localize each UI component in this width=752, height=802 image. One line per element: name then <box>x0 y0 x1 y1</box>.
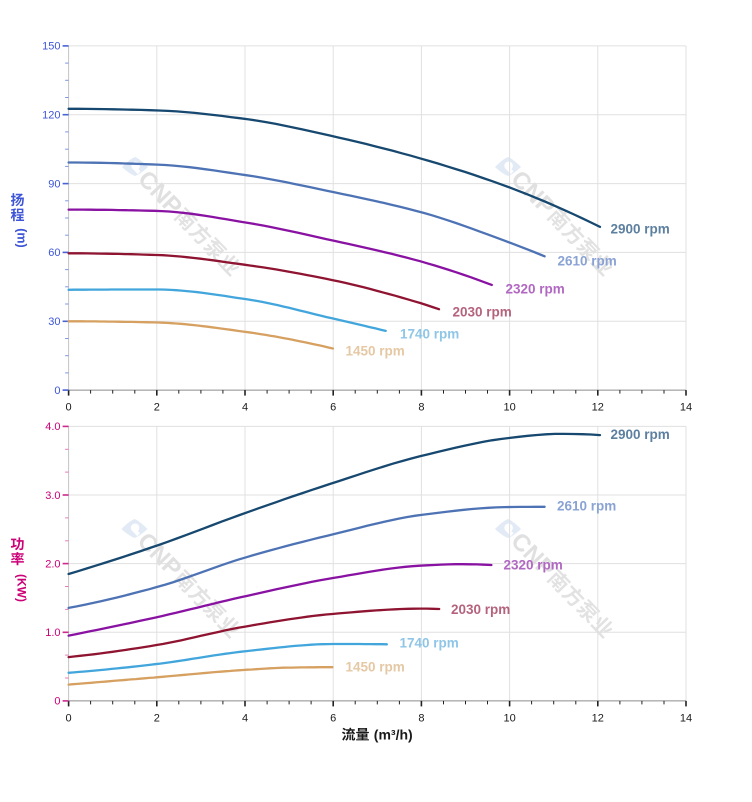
svg-text:3.0: 3.0 <box>45 490 60 502</box>
svg-text:2900 rpm: 2900 rpm <box>611 427 670 442</box>
svg-text:2610 rpm: 2610 rpm <box>557 499 616 514</box>
svg-text:10: 10 <box>503 713 515 725</box>
svg-text:60: 60 <box>48 247 60 259</box>
svg-text:1740 rpm: 1740 rpm <box>400 636 459 651</box>
svg-text:8: 8 <box>418 402 424 414</box>
svg-text:1.0: 1.0 <box>45 627 60 639</box>
svg-text:6: 6 <box>330 713 336 725</box>
svg-text:14: 14 <box>680 402 692 414</box>
svg-text:2900 rpm: 2900 rpm <box>611 222 670 237</box>
svg-text:1450 rpm: 1450 rpm <box>346 344 405 359</box>
svg-text:2.0: 2.0 <box>45 558 60 570</box>
svg-text:(m³/h): (m³/h) <box>374 727 413 743</box>
svg-text:14: 14 <box>680 713 692 725</box>
svg-text:0: 0 <box>66 402 72 414</box>
svg-text:0: 0 <box>54 385 60 397</box>
svg-text:120: 120 <box>42 110 60 122</box>
svg-text:0: 0 <box>66 713 72 725</box>
svg-text:12: 12 <box>592 713 604 725</box>
svg-text:10: 10 <box>503 402 515 414</box>
svg-text:150: 150 <box>42 41 60 53</box>
svg-text:(m): (m) <box>15 228 29 247</box>
svg-text:2610 rpm: 2610 rpm <box>558 254 617 269</box>
svg-text:2: 2 <box>154 713 160 725</box>
svg-text:0: 0 <box>54 696 60 708</box>
svg-text:4: 4 <box>242 402 248 414</box>
svg-text:2030 rpm: 2030 rpm <box>453 305 512 320</box>
svg-text:2030 rpm: 2030 rpm <box>451 602 510 617</box>
svg-text:1450 rpm: 1450 rpm <box>346 659 405 674</box>
svg-text:2320 rpm: 2320 rpm <box>506 282 565 297</box>
svg-text:30: 30 <box>48 316 60 328</box>
svg-text:2: 2 <box>154 402 160 414</box>
svg-text:12: 12 <box>592 402 604 414</box>
svg-text:4: 4 <box>242 713 248 725</box>
svg-text:4.0: 4.0 <box>45 421 60 433</box>
svg-text:90: 90 <box>48 178 60 190</box>
svg-text:1740 rpm: 1740 rpm <box>400 327 459 342</box>
svg-text:8: 8 <box>418 713 424 725</box>
svg-text:2320 rpm: 2320 rpm <box>504 557 563 572</box>
svg-text:(KW): (KW) <box>15 574 29 602</box>
svg-text:6: 6 <box>330 402 336 414</box>
